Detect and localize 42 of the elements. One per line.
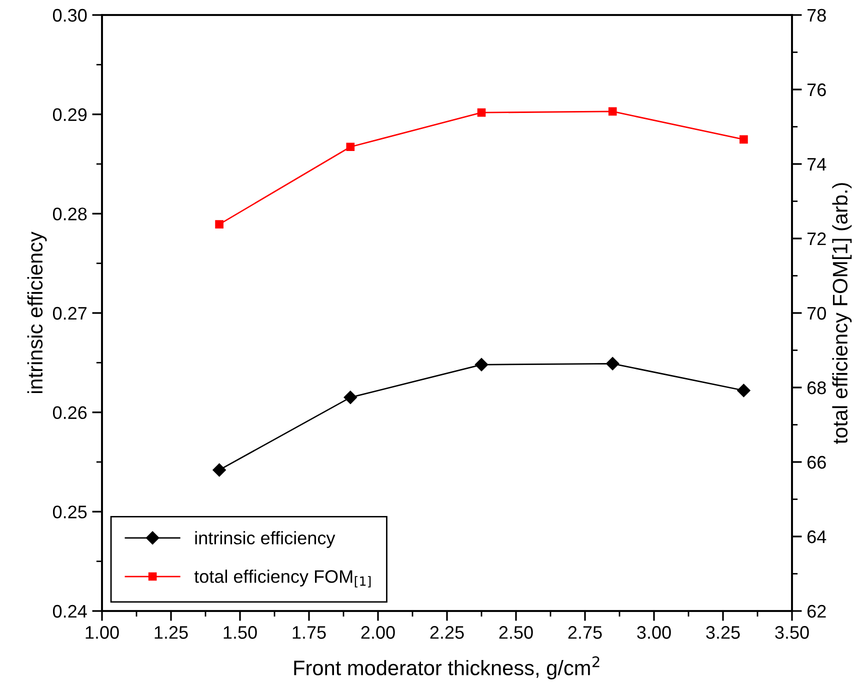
legend-label: total efficiency FOM$_{[1]}$ <box>194 570 371 588</box>
point <box>346 142 355 152</box>
y2-tick-label: 70 <box>808 306 826 320</box>
x-tick-label: 1.75 <box>292 626 326 639</box>
y2-tick-label: 66 <box>808 456 826 469</box>
point <box>344 390 357 404</box>
point <box>474 358 488 372</box>
x-tick-label: 2.25 <box>430 626 464 639</box>
x-tick-label: 1.25 <box>154 626 188 639</box>
x-axis-title: Front moderator thickness, g/cm$^{2}$ <box>294 656 600 680</box>
x-tick-label: 3.00 <box>637 626 671 639</box>
point <box>606 357 620 370</box>
point <box>737 384 750 398</box>
y-axis-title: intrinsic efficiency <box>27 232 47 394</box>
y2-tick-label: 72 <box>808 232 826 246</box>
point <box>212 463 226 477</box>
y-tick-label: 0.27 <box>52 306 87 320</box>
y2-axis-title: total efficiency FOM[1] (arb.) <box>832 183 852 444</box>
y-tick-label: 0.26 <box>52 406 87 420</box>
x-tick-label: 3.25 <box>706 626 740 639</box>
y-tick-label: 0.30 <box>52 8 87 22</box>
point <box>608 107 617 116</box>
y2-tick-label: 78 <box>808 8 826 22</box>
y-tick-label: 0.29 <box>52 108 87 122</box>
legend-label: intrinsic efficiency <box>195 531 336 548</box>
y2-tick-label: 76 <box>808 83 826 96</box>
x-tick-label: 2.50 <box>499 626 533 639</box>
point <box>215 220 224 229</box>
y2-tick-label: 68 <box>808 381 826 394</box>
x-tick-label: 1.50 <box>224 626 257 639</box>
x-tick-label: 2.75 <box>568 626 602 639</box>
y-tick-label: 0.25 <box>52 506 87 518</box>
x-tick-label: 1.00 <box>86 626 119 639</box>
y2-tick-label: 64 <box>808 530 826 544</box>
y2-tick-label: 62 <box>808 604 826 618</box>
point <box>477 108 486 117</box>
y-tick-label: 0.24 <box>52 604 87 618</box>
point <box>740 135 748 144</box>
x-tick-label: 2.00 <box>361 626 395 639</box>
y2-tick-label: 74 <box>808 158 826 171</box>
y-tick-label: 0.28 <box>52 208 87 220</box>
x-tick-label: 3.50 <box>775 626 809 639</box>
